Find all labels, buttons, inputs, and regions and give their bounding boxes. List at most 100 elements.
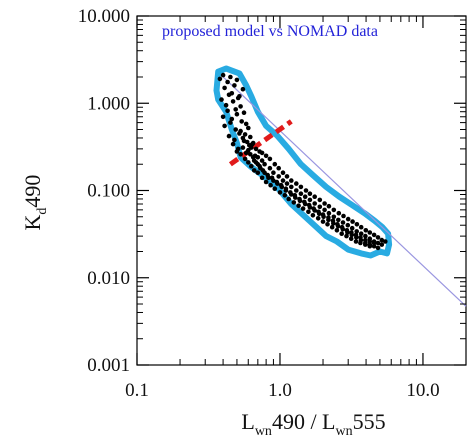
data-point <box>341 220 346 225</box>
data-point <box>289 185 294 190</box>
data-point <box>249 145 254 150</box>
data-point <box>281 178 286 183</box>
plot-area <box>137 16 466 365</box>
data-point <box>219 97 224 102</box>
data-point <box>228 120 233 125</box>
data-point <box>281 170 286 175</box>
data-point <box>372 241 377 246</box>
data-point <box>345 228 350 233</box>
data-point <box>268 183 273 188</box>
axis-labels: 0.001 0.010 0.100 1.000 10.000 0.1 1.0 10.0 <box>78 6 440 401</box>
data-point <box>308 191 313 196</box>
x-axis-title: Lwn490 / Lwn555 <box>241 409 385 439</box>
data-point <box>251 155 256 160</box>
axis-ticks <box>137 16 466 365</box>
data-point <box>275 180 280 185</box>
data-point <box>350 219 355 224</box>
data-point <box>293 193 298 198</box>
data-point <box>344 234 349 239</box>
data-point <box>238 152 243 157</box>
data-point <box>224 103 229 108</box>
data-point <box>308 198 313 203</box>
data-point <box>248 135 253 140</box>
data-point <box>255 155 260 160</box>
data-point <box>321 212 326 217</box>
data-point <box>368 239 373 244</box>
data-point <box>238 104 243 109</box>
data-point <box>312 194 317 199</box>
data-point <box>292 200 297 205</box>
data-point <box>299 185 304 190</box>
data-point <box>303 194 308 199</box>
data-point <box>257 164 262 169</box>
data-point <box>337 211 342 216</box>
data-point <box>276 166 281 171</box>
data-point <box>340 225 345 230</box>
data-point <box>233 127 238 132</box>
data-point <box>255 170 260 175</box>
data-point <box>268 157 273 162</box>
data-point <box>221 73 226 78</box>
data-point <box>327 211 332 216</box>
data-point <box>264 154 269 159</box>
data-point <box>302 200 307 205</box>
y-tick-label: 0.001 <box>87 355 130 376</box>
data-point <box>335 228 340 233</box>
data-point <box>225 80 230 85</box>
data-point <box>221 115 226 120</box>
data-point <box>372 233 377 238</box>
data-point <box>376 246 381 251</box>
data-point <box>264 180 269 185</box>
data-point <box>363 234 368 239</box>
data-point <box>242 139 247 144</box>
data-point <box>332 215 337 220</box>
data-point <box>227 93 232 98</box>
data-point <box>318 198 323 203</box>
data-point <box>236 96 241 101</box>
data-point <box>288 190 293 195</box>
data-point <box>231 142 236 147</box>
data-point <box>299 191 304 196</box>
data-point <box>289 178 294 183</box>
data-point <box>246 126 251 131</box>
data-point <box>270 176 275 181</box>
data-point <box>359 225 364 230</box>
data-point <box>322 201 327 206</box>
data-point <box>350 226 355 231</box>
data-point <box>239 119 244 124</box>
model-fit-line <box>223 77 466 306</box>
data-point <box>271 170 276 175</box>
chart-annotation: proposed model vs NOMAD data <box>162 23 378 40</box>
data-point <box>260 176 265 181</box>
data-point <box>237 131 242 136</box>
data-point <box>283 193 288 198</box>
data-point <box>332 208 337 213</box>
data-point <box>242 110 247 115</box>
data-point <box>227 134 232 139</box>
data-point <box>325 222 330 227</box>
data-point <box>235 78 240 83</box>
data-point <box>228 75 233 80</box>
data-point <box>307 203 312 208</box>
data-point <box>311 206 316 211</box>
data-point <box>268 166 273 171</box>
data-point <box>376 235 381 240</box>
data-point <box>284 186 289 191</box>
data-point <box>358 235 363 240</box>
x-tick-label: 1.0 <box>268 380 292 401</box>
data-point <box>363 242 368 247</box>
data-point <box>246 160 251 165</box>
data-point <box>294 181 299 186</box>
model-lines <box>223 77 466 306</box>
data-point <box>339 231 344 236</box>
data-point <box>363 238 368 243</box>
data-point <box>311 213 316 218</box>
data-point <box>349 236 354 241</box>
data-point <box>336 218 341 223</box>
data-point <box>265 173 270 178</box>
data-point <box>235 112 240 117</box>
data-point <box>316 216 321 221</box>
y-axis-title: Kd490 <box>20 175 50 231</box>
data-point <box>218 77 223 82</box>
